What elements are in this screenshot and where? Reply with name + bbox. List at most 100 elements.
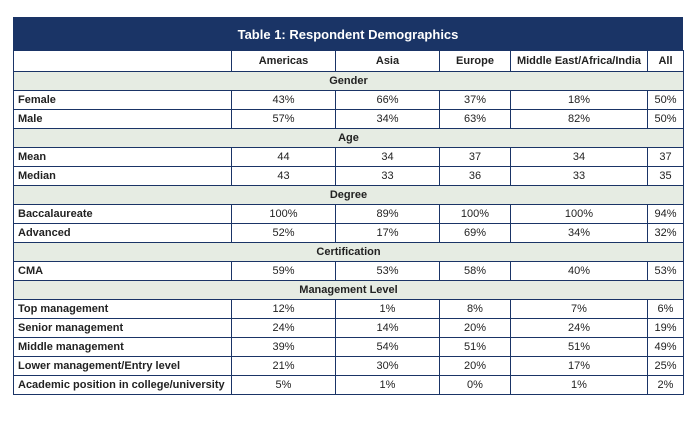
row-label: Baccalaureate: [13, 204, 232, 224]
table-cell: 37%: [439, 90, 511, 110]
row-label: Middle management: [13, 337, 232, 357]
table-cell: 50%: [647, 109, 684, 129]
table-cell: 7%: [510, 299, 648, 319]
table-row: Baccalaureate 100% 89% 100% 100% 94%: [13, 204, 684, 224]
table-cell: 5%: [231, 375, 336, 395]
table-cell: 59%: [231, 261, 336, 281]
table-cell: 89%: [335, 204, 440, 224]
table-cell: 21%: [231, 356, 336, 376]
section-header-row: Management Level: [13, 280, 684, 300]
demographics-table-container: Table 1: Respondent Demographics America…: [13, 17, 684, 395]
table-cell: 24%: [510, 318, 648, 338]
table-cell: 44: [231, 147, 336, 167]
row-label: Advanced: [13, 223, 232, 243]
table-cell: 17%: [335, 223, 440, 243]
table-cell: 12%: [231, 299, 336, 319]
table-cell: 43%: [231, 90, 336, 110]
table-row: Top management 12% 1% 8% 7% 6%: [13, 299, 684, 319]
table-cell: 34: [510, 147, 648, 167]
table-cell: 33: [335, 166, 440, 186]
table-row: Academic position in college/university 5…: [13, 375, 684, 395]
table-cell: 69%: [439, 223, 511, 243]
section-header: Certification: [13, 242, 684, 262]
table-cell: 17%: [510, 356, 648, 376]
table-cell: 37: [647, 147, 684, 167]
table-cell: 20%: [439, 318, 511, 338]
table-cell: 34%: [510, 223, 648, 243]
table-cell: 1%: [335, 375, 440, 395]
table-row: Female 43% 66% 37% 18% 50%: [13, 90, 684, 110]
row-label: Mean: [13, 147, 232, 167]
table-cell: 37: [439, 147, 511, 167]
row-label: Male: [13, 109, 232, 129]
row-label: Academic position in college/university: [13, 375, 232, 395]
table-cell: 39%: [231, 337, 336, 357]
section-header-row: Certification: [13, 242, 684, 262]
table-cell: 1%: [510, 375, 648, 395]
table-cell: 8%: [439, 299, 511, 319]
table-cell: 36: [439, 166, 511, 186]
row-label: Top management: [13, 299, 232, 319]
table-cell: 54%: [335, 337, 440, 357]
table-cell: 34: [335, 147, 440, 167]
table-cell: 53%: [647, 261, 684, 281]
section-header: Management Level: [13, 280, 684, 300]
table-row: Senior management 24% 14% 20% 24% 19%: [13, 318, 684, 338]
table-cell: 57%: [231, 109, 336, 129]
column-header-meai: Middle East/Africa/India: [510, 50, 648, 72]
table-body: Gender Female 43% 66% 37% 18% 50% Male 57% 34% 63%…: [13, 71, 684, 395]
table-cell: 2%: [647, 375, 684, 395]
table-cell: 49%: [647, 337, 684, 357]
table-row: Middle management 39% 54% 51% 51% 49%: [13, 337, 684, 357]
table-cell: 82%: [510, 109, 648, 129]
section-header: Degree: [13, 185, 684, 205]
table-cell: 19%: [647, 318, 684, 338]
table-cell: 52%: [231, 223, 336, 243]
section-header: Gender: [13, 71, 684, 91]
column-header-all: All: [647, 50, 684, 72]
table-row: Lower management/Entry level 21% 30% 20% 17%…: [13, 356, 684, 376]
row-label: CMA: [13, 261, 232, 281]
column-header-americas: Americas: [231, 50, 336, 72]
table-cell: 32%: [647, 223, 684, 243]
table-cell: 40%: [510, 261, 648, 281]
table-cell: 58%: [439, 261, 511, 281]
table-cell: 20%: [439, 356, 511, 376]
table-cell: 35: [647, 166, 684, 186]
table-row: Male 57% 34% 63% 82% 50%: [13, 109, 684, 129]
row-label: Female: [13, 90, 232, 110]
table-cell: 94%: [647, 204, 684, 224]
table-cell: 43: [231, 166, 336, 186]
column-header: [13, 50, 232, 72]
section-header-row: Gender: [13, 71, 684, 91]
table-cell: 1%: [335, 299, 440, 319]
demographics-table: Americas Asia Europe Middle East/Africa/…: [13, 50, 684, 395]
table-cell: 66%: [335, 90, 440, 110]
table-row: Median 43 33 36 33 35: [13, 166, 684, 186]
table-cell: 30%: [335, 356, 440, 376]
table-row: CMA 59% 53% 58% 40% 53%: [13, 261, 684, 281]
row-label: Lower management/Entry level: [13, 356, 232, 376]
table-cell: 25%: [647, 356, 684, 376]
table-cell: 51%: [510, 337, 648, 357]
table-cell: 24%: [231, 318, 336, 338]
section-header-row: Degree: [13, 185, 684, 205]
table-row: Advanced 52% 17% 69% 34% 32%: [13, 223, 684, 243]
table-cell: 14%: [335, 318, 440, 338]
table-cell: 53%: [335, 261, 440, 281]
table-cell: 33: [510, 166, 648, 186]
row-label: Senior management: [13, 318, 232, 338]
table-cell: 34%: [335, 109, 440, 129]
header-row: Americas Asia Europe Middle East/Africa/…: [13, 50, 684, 72]
table-cell: 63%: [439, 109, 511, 129]
table-cell: 50%: [647, 90, 684, 110]
table-cell: 18%: [510, 90, 648, 110]
table-cell: 100%: [231, 204, 336, 224]
table-cell: 51%: [439, 337, 511, 357]
table-cell: 6%: [647, 299, 684, 319]
table-cell: 100%: [510, 204, 648, 224]
table-cell: 0%: [439, 375, 511, 395]
table-row: Mean 44 34 37 34 37: [13, 147, 684, 167]
table-title: Table 1: Respondent Demographics: [13, 17, 683, 50]
table-cell: 100%: [439, 204, 511, 224]
